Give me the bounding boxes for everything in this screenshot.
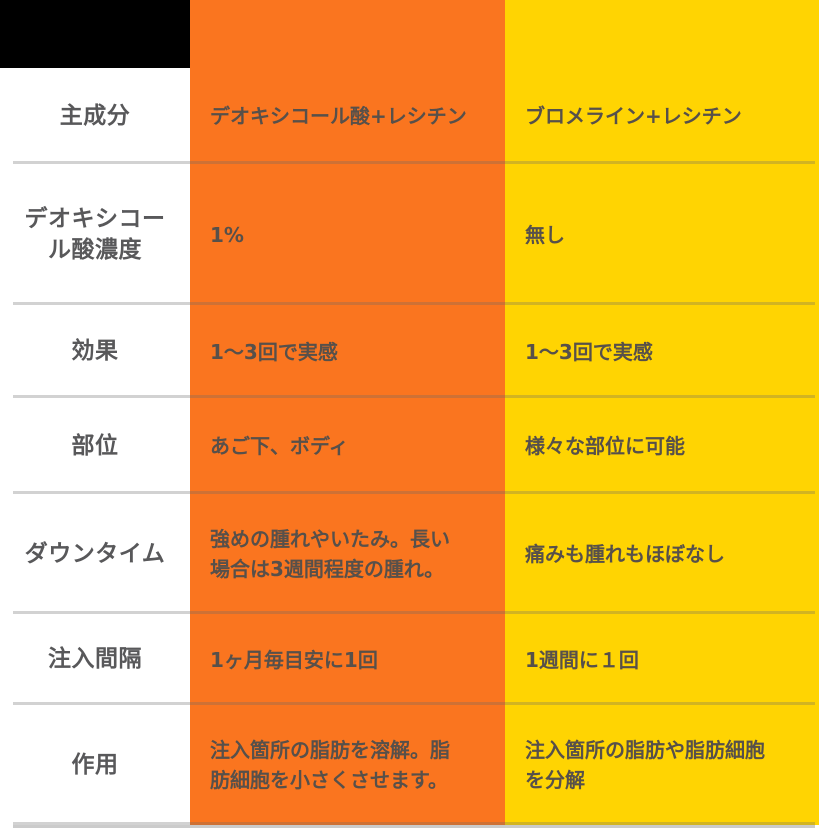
row-label: 注入間隔 <box>48 646 142 673</box>
table-rows: 主成分 デオキシコール酸+レシチン ブロメライン+レシチン デオキシコー ル酸濃… <box>0 68 819 825</box>
row-label: 効果 <box>71 338 119 365</box>
column-a-cell: 1〜3回で実感 <box>190 305 505 398</box>
table-top-band <box>0 0 819 68</box>
column-a-cell: 1ヶ月毎目安に1回 <box>190 614 505 705</box>
column-a-cell: あご下、ボディ <box>190 398 505 494</box>
table-row: ダウンタイム 強めの腫れやいたみ。長い 場合は3週間程度の腫れ。 痛みも腫れもほ… <box>0 494 819 614</box>
row-label: デオキシコー ル酸濃度 <box>24 206 166 263</box>
table-row: 注入間隔 1ヶ月毎目安に1回 1週間に１回 <box>0 614 819 705</box>
table-row: 部位 あご下、ボディ 様々な部位に可能 <box>0 398 819 494</box>
column-a-cell: デオキシコール酸+レシチン <box>190 68 505 164</box>
table-row: デオキシコー ル酸濃度 1% 無し <box>0 164 819 305</box>
row-label: 主成分 <box>59 102 131 129</box>
column-b-cell: 1週間に１回 <box>505 614 819 705</box>
column-a-cell: 強めの腫れやいたみ。長い 場合は3週間程度の腫れ。 <box>190 494 505 614</box>
header-black-box <box>0 0 190 68</box>
column-b-cell: 1〜3回で実感 <box>505 305 819 398</box>
header-band-column-b <box>505 0 819 68</box>
column-b-cell: 無し <box>505 164 819 305</box>
column-b-cell: 痛みも腫れもほぼなし <box>505 494 819 614</box>
column-b-cell: 注入箇所の脂肪や脂肪細胞 を分解 <box>505 705 819 825</box>
header-band-column-a <box>190 0 505 68</box>
column-b-cell: ブロメライン+レシチン <box>505 68 819 164</box>
table-row: 効果 1〜3回で実感 1〜3回で実感 <box>0 305 819 398</box>
row-label: ダウンタイム <box>24 540 166 567</box>
column-a-cell: 注入箇所の脂肪を溶解。脂 肪細胞を小さくさせます。 <box>190 705 505 825</box>
column-b-cell: 様々な部位に可能 <box>505 398 819 494</box>
column-a-cell: 1% <box>190 164 505 305</box>
table-row: 作用 注入箇所の脂肪を溶解。脂 肪細胞を小さくさせます。 注入箇所の脂肪や脂肪細… <box>0 705 819 825</box>
table-bottom-rule <box>13 825 815 830</box>
row-label: 部位 <box>71 432 119 459</box>
row-label: 作用 <box>71 751 119 778</box>
table-row: 主成分 デオキシコール酸+レシチン ブロメライン+レシチン <box>0 68 819 164</box>
